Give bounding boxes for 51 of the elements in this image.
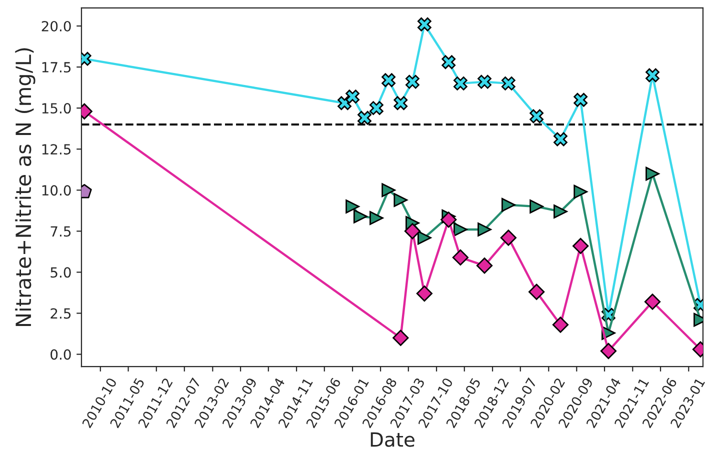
point — [454, 76, 468, 90]
point — [404, 223, 421, 240]
point — [478, 222, 492, 236]
point — [358, 110, 372, 125]
point — [392, 330, 409, 346]
y-tick-label: 15.0 — [42, 103, 71, 114]
point — [528, 284, 545, 300]
y-tick-label: 5.0 — [50, 267, 71, 278]
point — [476, 258, 493, 274]
point — [394, 193, 408, 207]
point — [382, 73, 396, 88]
point — [454, 222, 468, 236]
y-tick-label: 7.5 — [50, 226, 71, 237]
point — [600, 342, 617, 360]
point — [530, 109, 544, 124]
point — [574, 92, 588, 107]
point — [417, 230, 432, 245]
point — [574, 184, 588, 199]
point — [353, 209, 368, 224]
point — [394, 96, 408, 110]
point — [644, 294, 661, 310]
point — [646, 68, 660, 82]
y-axis-title: Nitrate+Nitrite as N (mg/L) — [15, 48, 36, 326]
y-tick-label: 2.5 — [50, 308, 71, 319]
point — [346, 200, 360, 214]
point — [416, 285, 432, 302]
point — [572, 238, 589, 254]
point — [554, 204, 568, 218]
y-tick-label: 0.0 — [50, 349, 71, 360]
x-axis-title: Date — [370, 432, 414, 447]
point — [382, 183, 396, 198]
point — [417, 17, 432, 32]
y-tick-label: 10.0 — [42, 185, 71, 196]
point — [478, 74, 492, 89]
point — [370, 101, 384, 116]
point — [646, 166, 660, 181]
y-tick-label: 12.5 — [42, 144, 71, 155]
point — [501, 198, 516, 212]
point — [552, 316, 569, 333]
point — [346, 90, 360, 104]
point — [440, 212, 457, 228]
point — [501, 76, 516, 90]
point — [370, 211, 384, 225]
point — [406, 74, 420, 89]
point — [500, 230, 516, 246]
point — [530, 200, 544, 214]
y-tick-label: 20.0 — [42, 20, 71, 32]
point — [442, 55, 456, 70]
point — [452, 249, 469, 266]
point — [554, 132, 568, 146]
y-tick-label: 17.5 — [42, 62, 71, 73]
